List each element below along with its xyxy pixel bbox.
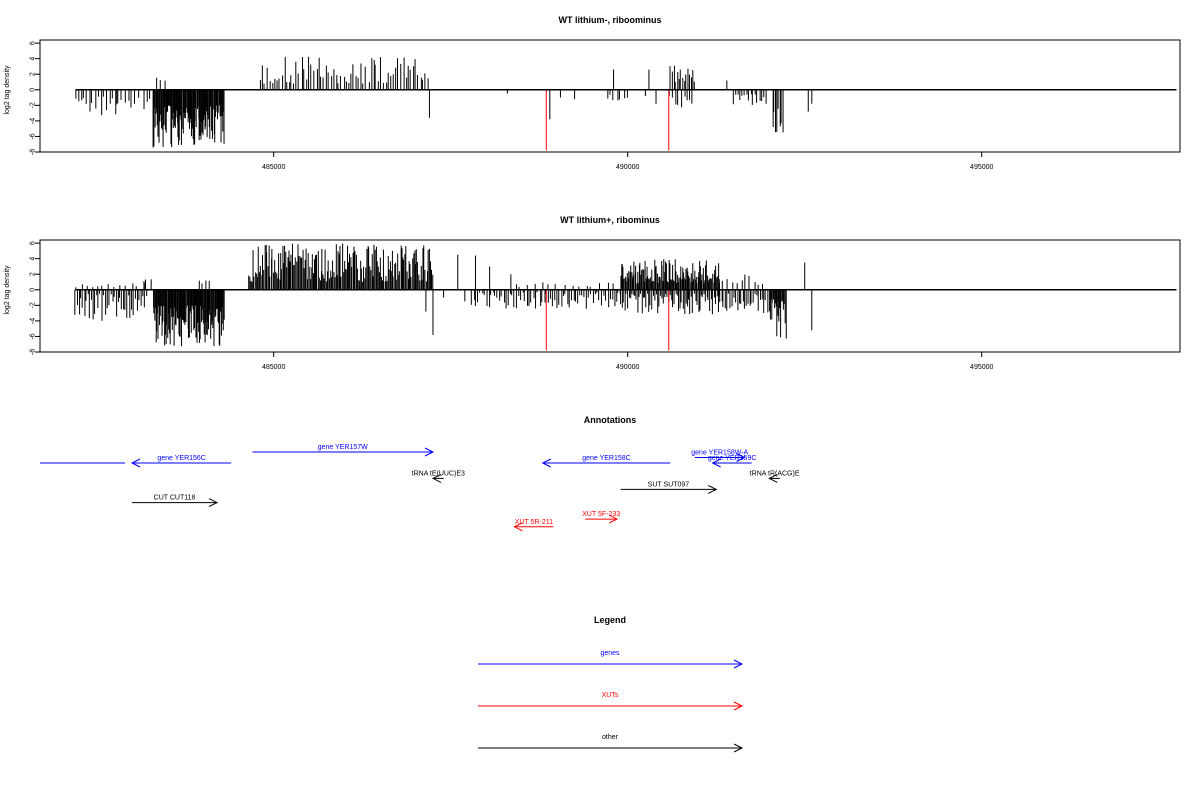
feature-label: XUT 5R-211 — [515, 519, 553, 526]
x-tick-label: 490000 — [616, 364, 639, 371]
annotation-feature: tRNA tR(ACG)E — [750, 470, 800, 483]
y-axis-label: log2 tag density — [4, 65, 11, 115]
legend: Legend genes XUTs other — [478, 615, 744, 753]
x-tick-label: 495000 — [970, 364, 993, 371]
annotation-feature: CUT CUT118 — [132, 495, 219, 508]
y-tick-label: -6 — [30, 133, 37, 139]
feature-label: CUT CUT118 — [154, 495, 196, 502]
x-tick-label: 490000 — [616, 164, 639, 171]
arrow-head — [424, 447, 435, 457]
arrow-head — [711, 458, 721, 468]
legend-label: genes — [600, 650, 620, 657]
annotation-feature: tRNA tE(UUC)E3 — [412, 470, 465, 483]
plot-frame — [39, 239, 1181, 353]
annotation-feature: gene YER156C — [130, 455, 232, 468]
legend-label: other — [602, 734, 619, 741]
arrow-head — [733, 701, 744, 711]
y-tick-label: -2 — [30, 302, 37, 308]
y-tick-label: 0 — [30, 88, 37, 92]
feature-label: XUT 5F-233 — [582, 511, 620, 518]
annotations-title: Annotations — [584, 415, 637, 425]
annotation-feature: XUT 5F-233 — [582, 511, 620, 524]
y-tick-label: -4 — [30, 118, 37, 124]
bar-layer — [74, 243, 1177, 351]
feature-label: gene YER159C — [708, 455, 757, 462]
bar-layer — [75, 56, 1177, 151]
axis-layer: 6 4 2 0 -2 -4 -6 -8 485000 490000 495000 — [30, 241, 994, 371]
feature-label: tRNA tE(UUC)E3 — [412, 470, 465, 477]
feature-label: gene YER158W-A — [691, 450, 748, 457]
y-axis-label: log2 tag density — [4, 265, 11, 315]
legend-title: Legend — [594, 615, 626, 625]
feature-label: tRNA tR(ACG)E — [750, 470, 800, 477]
track-panel-lithium-plus: WT lithium+, ribominus 6 4 2 0 -2 -4 -6 -8 48500… — [4, 215, 1181, 371]
arrow-head — [608, 514, 619, 524]
arrow-head — [431, 473, 442, 483]
legend-entry: XUTs — [478, 692, 744, 711]
y-tick-label: 2 — [30, 272, 37, 276]
annotation-items: gene YER156C gene YER157W gene YER158C gene… — [40, 444, 800, 532]
legend-items: genes XUTs other — [478, 650, 744, 753]
track-panel-lithium-minus: WT lithium-, riboominus 6 4 2 0 -2 -4 -6 -8 4850… — [4, 15, 1181, 171]
x-tick-label: 495000 — [970, 164, 993, 171]
legend-entry: other — [478, 734, 744, 753]
arrow-head — [733, 659, 744, 669]
arrow-head — [130, 458, 141, 468]
y-tick-label: 4 — [30, 257, 37, 261]
plot-frame — [39, 39, 1181, 153]
arrow-head — [736, 453, 746, 462]
y-tick-label: -2 — [30, 102, 37, 108]
arrow-head — [733, 743, 744, 753]
track-title: WT lithium-, riboominus — [559, 15, 662, 25]
feature-label: gene YER158C — [582, 455, 631, 462]
feature-label: SUT SUT097 — [648, 481, 690, 488]
y-tick-label: -4 — [30, 318, 37, 324]
y-tick-label: 2 — [30, 72, 37, 76]
y-tick-label: -6 — [30, 333, 37, 339]
legend-entry: genes — [478, 650, 744, 669]
y-tick-label: 6 — [30, 41, 37, 45]
y-tick-label: -8 — [30, 349, 37, 355]
annotation-feature: gene YER158C — [541, 455, 671, 468]
y-tick-label: -8 — [30, 149, 37, 155]
arrow-head — [541, 458, 551, 468]
y-tick-label: 4 — [30, 57, 37, 61]
annotation-feature: XUT 5R-211 — [513, 519, 554, 532]
feature-label: gene YER156C — [157, 455, 206, 462]
y-tick-label: 0 — [30, 288, 37, 292]
annotation-feature: SUT SUT097 — [620, 481, 718, 494]
x-tick-label: 485000 — [262, 364, 285, 371]
feature-label: gene YER157W — [318, 444, 368, 451]
arrow-head — [707, 484, 718, 494]
arrow-head — [768, 473, 778, 483]
annotation-feature: gene YER158W-A — [691, 450, 749, 462]
arrow-head — [208, 498, 219, 508]
annotation-feature: gene YER157W — [252, 444, 435, 457]
annotation-feature: gene YER159C — [708, 455, 757, 468]
axis-layer: 6 4 2 0 -2 -4 -6 -8 485000 490000 495000 — [30, 41, 994, 171]
x-tick-label: 485000 — [262, 164, 285, 171]
arrow-head — [513, 522, 523, 532]
legend-label: XUTs — [602, 692, 619, 699]
y-tick-label: 6 — [30, 241, 37, 245]
track-title: WT lithium+, ribominus — [560, 215, 660, 225]
